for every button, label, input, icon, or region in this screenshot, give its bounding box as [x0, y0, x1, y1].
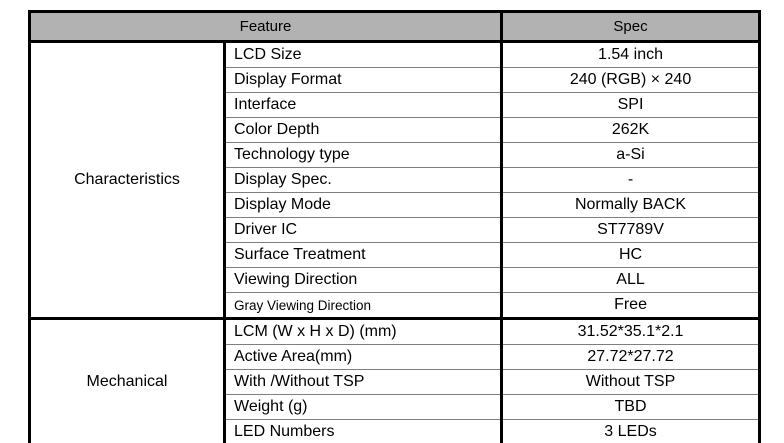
- feature-cell: LED Numbers: [223, 419, 503, 443]
- spec-cell: 1.54 inch: [500, 41, 761, 68]
- table-row: LED Numbers 3 LEDs: [30, 419, 761, 443]
- group-label-mechanical: Mechanical: [28, 317, 226, 443]
- spec-cell: TBD: [500, 394, 761, 420]
- table-row: Display Format 240 (RGB) × 240: [30, 67, 761, 93]
- feature-cell: Surface Treatment: [223, 242, 503, 268]
- table-row: Interface SPI: [30, 92, 761, 118]
- feature-cell: Gray Viewing Direction: [223, 292, 503, 319]
- spec-cell: ALL: [500, 267, 761, 293]
- spec-cell: ST7789V: [500, 217, 761, 243]
- feature-cell: Driver IC: [223, 217, 503, 243]
- group-label-characteristics: Characteristics: [28, 41, 226, 319]
- feature-cell: Technology type: [223, 142, 503, 168]
- header-row: Feature Spec: [27, 10, 761, 43]
- spec-table: Feature Spec Characteristics LCD Size 1.…: [27, 10, 762, 443]
- spec-cell: Without TSP: [500, 369, 761, 395]
- spec-cell: 262K: [500, 117, 761, 143]
- feature-cell: Display Spec.: [223, 167, 503, 193]
- spec-cell: Free: [500, 292, 761, 319]
- feature-cell: With /Without TSP: [223, 369, 503, 395]
- spec-cell: Normally BACK: [500, 192, 761, 218]
- spec-cell: 31.52*35.1*2.1: [500, 317, 761, 345]
- table-row: Display Mode Normally BACK: [30, 192, 761, 218]
- spec-cell: HC: [500, 242, 761, 268]
- feature-cell: Weight (g): [223, 394, 503, 420]
- spec-cell: -: [500, 167, 761, 193]
- table-row: Mechanical LCM (W x H x D) (mm) 31.52*35…: [28, 317, 761, 443]
- feature-cell: Display Format: [223, 67, 503, 93]
- table-row: Characteristics LCD Size 1.54 inch: [28, 41, 761, 319]
- table-row: Gray Viewing Direction Free: [30, 292, 761, 319]
- spec-cell: SPI: [500, 92, 761, 118]
- feature-cell: LCD Size: [223, 41, 503, 68]
- section-characteristics: Characteristics LCD Size 1.54 inch Displ…: [28, 41, 761, 319]
- spec-cell: 27.72*27.72: [500, 344, 761, 370]
- feature-cell: Active Area(mm): [223, 344, 503, 370]
- section-mechanical: Mechanical LCM (W x H x D) (mm) 31.52*35…: [28, 317, 761, 443]
- table-row: Driver IC ST7789V: [30, 217, 761, 243]
- table-row: Viewing Direction ALL: [30, 267, 761, 293]
- table-row: Display Spec. -: [30, 167, 761, 193]
- feature-cell: Interface: [223, 92, 503, 118]
- feature-cell: Viewing Direction: [223, 267, 503, 293]
- header-spec: Spec: [500, 10, 761, 43]
- header-feature: Feature: [27, 10, 503, 43]
- feature-cell: Color Depth: [223, 117, 503, 143]
- spec-cell: a-Si: [500, 142, 761, 168]
- table-row: Color Depth 262K: [30, 117, 761, 143]
- feature-cell: LCM (W x H x D) (mm): [223, 317, 503, 345]
- spec-cell: 240 (RGB) × 240: [500, 67, 761, 93]
- spec-cell: 3 LEDs: [500, 419, 761, 443]
- feature-cell: Display Mode: [223, 192, 503, 218]
- table-row: Technology type a-Si: [30, 142, 761, 168]
